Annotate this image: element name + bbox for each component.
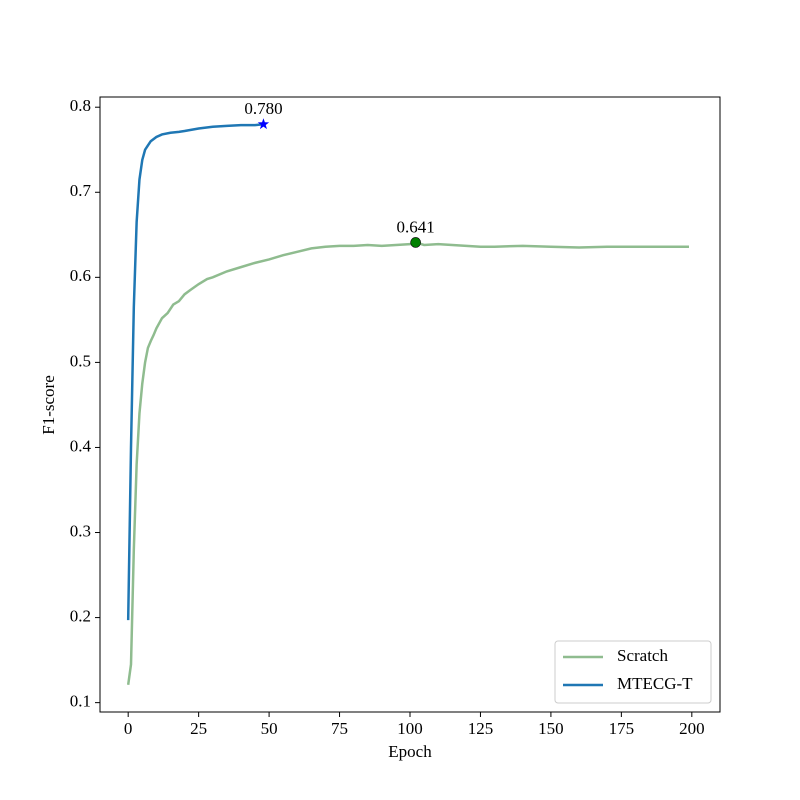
annotation-marker: [410, 237, 421, 248]
y-tick-label: 0.1: [70, 692, 91, 711]
y-axis-label: F1-score: [39, 375, 58, 434]
legend-label: Scratch: [617, 646, 668, 665]
plot-frame: [99, 96, 721, 713]
y-tick-label: 0.6: [70, 266, 91, 285]
series-line: [126, 241, 689, 685]
annotation-label: 0.641: [397, 217, 435, 236]
series-line: [126, 122, 264, 621]
annotation-marker: [257, 118, 270, 130]
x-tick-label: 0: [124, 719, 133, 738]
x-tick-label: 200: [679, 719, 705, 738]
x-tick-label: 100: [397, 719, 423, 738]
y-tick-label: 0.8: [70, 96, 91, 115]
x-tick-label: 25: [190, 719, 207, 738]
x-tick-label: 50: [261, 719, 278, 738]
x-tick-label: 75: [331, 719, 348, 738]
x-tick-label: 125: [468, 719, 494, 738]
x-tick-label: 150: [538, 719, 564, 738]
x-tick-label: 175: [609, 719, 635, 738]
y-tick-label: 0.2: [70, 606, 91, 625]
y-tick-label: 0.3: [70, 521, 91, 540]
legend-label: MTECG-T: [617, 674, 693, 693]
y-tick-label: 0.4: [70, 436, 92, 455]
y-tick-label: 0.5: [70, 351, 91, 370]
x-axis-label: Epoch: [388, 742, 432, 761]
annotation-label: 0.780: [244, 99, 282, 118]
y-tick-label: 0.7: [70, 181, 92, 200]
